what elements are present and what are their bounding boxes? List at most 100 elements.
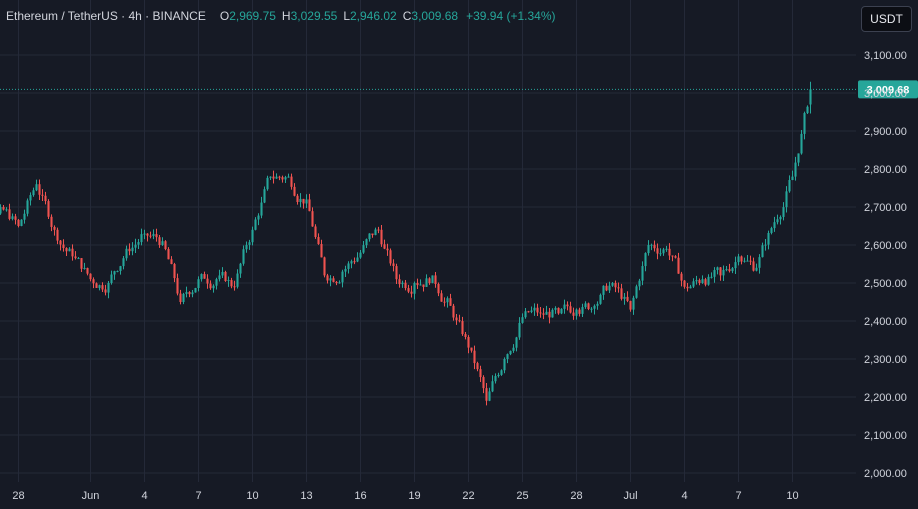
candle-body [803, 113, 806, 134]
candle-body [509, 350, 512, 355]
y-tick-label: 2,300.00 [864, 354, 907, 366]
candle-body [785, 191, 788, 208]
candle-body [350, 261, 353, 264]
candle-body [101, 285, 104, 290]
last-price-label: 3,009.68 [867, 84, 910, 96]
candle-body [137, 242, 140, 245]
candle-body [809, 89, 812, 105]
price-axis[interactable]: 2,000.00 2,100.00 2,200.00 2,300.00 2,400.00… [864, 50, 907, 480]
candle-body [701, 279, 704, 284]
candle-body [407, 288, 410, 292]
candle-body [446, 298, 449, 303]
candles [0, 81, 812, 406]
x-tick-label: 19 [408, 490, 420, 502]
candle-body [608, 285, 611, 291]
candle-body [89, 273, 92, 280]
candle-body [98, 285, 101, 288]
candle-body [314, 226, 317, 238]
candle-body [602, 285, 605, 295]
candle-body [149, 235, 152, 237]
y-tick-label: 2,700.00 [864, 202, 907, 214]
candle-body [14, 216, 17, 220]
candle-body [470, 347, 473, 351]
candle-body [332, 278, 335, 282]
candle-body [404, 282, 407, 289]
candle-body [641, 266, 644, 281]
candle-body [521, 317, 524, 323]
grid [0, 0, 856, 482]
candle-body [422, 284, 425, 287]
candle-body [62, 244, 65, 249]
candle-body [335, 281, 338, 284]
currency-unit-button[interactable]: USDT [861, 6, 912, 32]
candle-body [344, 268, 347, 272]
candle-body [95, 283, 98, 288]
candle-body [500, 370, 503, 375]
candle-body [479, 369, 482, 378]
candle-body [416, 283, 419, 286]
candle-body [317, 237, 320, 245]
y-tick-label: 2,100.00 [864, 430, 907, 442]
candle-body [767, 232, 770, 245]
candle-body [167, 249, 170, 260]
candle-body [515, 337, 518, 348]
candle-body [278, 176, 281, 178]
candle-body [428, 278, 431, 284]
x-tick-label: Jul [623, 490, 637, 502]
x-tick-label: 25 [516, 490, 528, 502]
candle-body [35, 184, 38, 191]
last-price-tag [858, 80, 918, 99]
open-value: 2,969.75 [229, 9, 276, 23]
candle-body [527, 311, 530, 313]
candle-body [431, 275, 434, 284]
candle-body [728, 269, 731, 272]
symbol-title[interactable]: Ethereum / TetherUS · 4h · BINANCE [6, 9, 206, 23]
candle-body [434, 275, 437, 284]
candle-body [476, 363, 479, 370]
candle-body [626, 296, 629, 301]
x-tick-label: 22 [462, 490, 474, 502]
candle-body [401, 282, 404, 285]
candle-body [443, 301, 446, 303]
x-tick-label: 7 [735, 490, 741, 502]
candle-body [740, 256, 743, 262]
candle-body [119, 266, 122, 271]
candle-body [782, 207, 785, 217]
candle-body [290, 176, 293, 187]
y-tick-label: 3,100.00 [864, 50, 907, 62]
candle-body [131, 247, 134, 252]
candle-body [128, 248, 131, 252]
candle-body [206, 278, 209, 284]
candle-body [308, 199, 311, 212]
y-tick-label: 2,000.00 [864, 468, 907, 480]
candle-body [662, 249, 665, 254]
candle-body [716, 267, 719, 271]
candle-body [236, 273, 239, 287]
candle-body [395, 266, 398, 280]
candle-body [359, 252, 362, 258]
candle-body [44, 195, 47, 202]
candle-body [749, 260, 752, 262]
time-axis[interactable]: 28 Jun 4 7 10 13 16 19 22 25 28 Jul 4 7 10 [12, 490, 798, 502]
candle-body [353, 261, 356, 263]
candle-body [227, 280, 230, 282]
candle-body [440, 293, 443, 302]
candle-body [539, 312, 542, 314]
candle-body [224, 271, 227, 282]
candle-body [281, 177, 284, 180]
candle-body [377, 229, 380, 231]
candle-body [68, 248, 71, 252]
candle-body [368, 233, 371, 240]
candle-body [266, 177, 269, 190]
candle-body [20, 219, 23, 226]
y-tick-label: 3,000.00 [864, 88, 907, 100]
candle-body [203, 274, 206, 279]
candle-body [647, 245, 650, 254]
candle-body [710, 276, 713, 278]
candle-body [599, 294, 602, 304]
candle-body [722, 269, 725, 276]
candle-body [56, 229, 59, 241]
low-label: L [343, 9, 350, 23]
